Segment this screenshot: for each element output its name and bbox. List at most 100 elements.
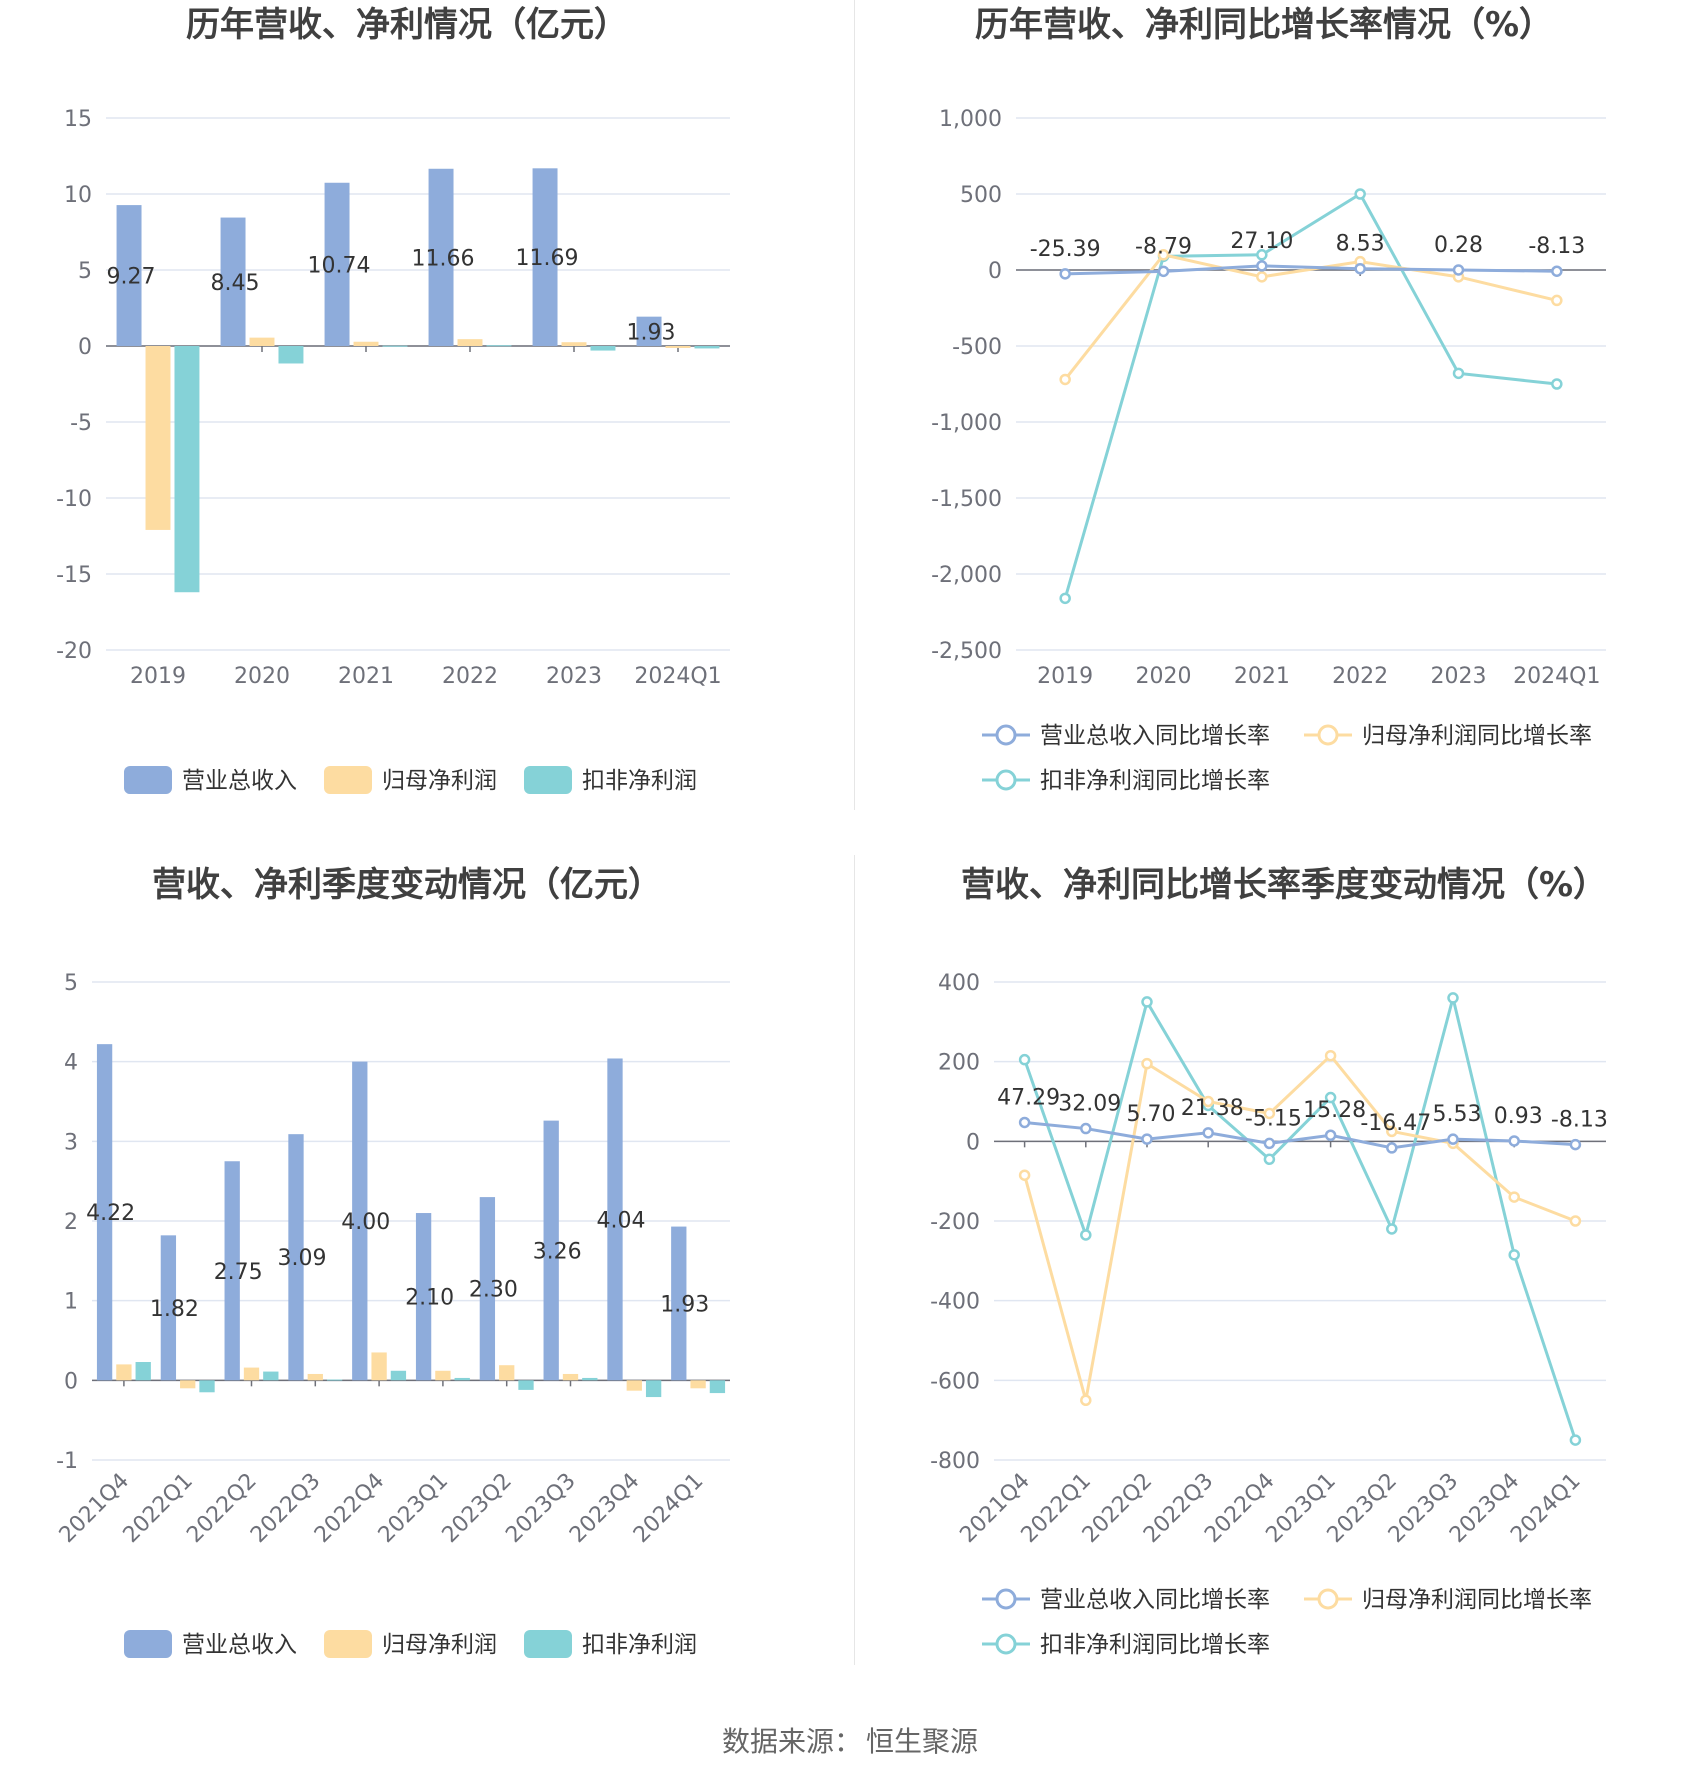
series-line-归母净利润同比增长率 xyxy=(1023,1053,1576,1401)
data-label: 9.27 xyxy=(107,265,156,290)
legend-swatch xyxy=(524,1630,572,1658)
y-tick-label: 3 xyxy=(64,1130,78,1155)
data-label: -8.79 xyxy=(1135,234,1192,259)
legend-marker xyxy=(1317,724,1339,746)
data-point-营业总收入同比增长率 xyxy=(1551,265,1563,277)
x-tick-label: 2024Q1 xyxy=(1513,664,1600,689)
x-tick-label: 2021 xyxy=(1234,664,1290,689)
data-point-扣非净利润同比增长率 xyxy=(1447,992,1459,1004)
y-tick-label: 0 xyxy=(966,1130,980,1155)
data-label: 32.09 xyxy=(1058,1092,1121,1117)
data-label: -16.47 xyxy=(1360,1111,1431,1136)
x-tick-label: 2024Q1 xyxy=(634,664,721,689)
legend-label: 归母净利润 xyxy=(382,768,497,794)
series-line-营业总收入同比增长率 xyxy=(1065,264,1557,276)
bar-营业总收入 xyxy=(352,1061,368,1381)
bar-扣非净利润 xyxy=(135,1362,151,1381)
legend-label: 营业总收入同比增长率 xyxy=(1040,1587,1270,1613)
x-tick-label: 2023 xyxy=(546,664,602,689)
chart-quarterly-revenue-profit: 营收、净利季度变动情况（亿元） 5 4 3 2 1 0 -1 2021Q4 2022Q1 2022Q… xyxy=(0,860,854,1690)
chart-annual-growth-rate-svg: 历年营收、净利同比增长率情况（%） 1,000 500 0 -500 -1,000 -1,5… xyxy=(931,5,1606,794)
bar-归母净利润 xyxy=(249,337,275,346)
legend-marker xyxy=(995,769,1017,791)
chart-title: 历年营收、净利同比增长率情况（%） xyxy=(975,5,1553,45)
bar-扣非净利润 xyxy=(582,1377,598,1381)
data-point-扣非净利润同比增长率 xyxy=(1141,996,1153,1008)
data-point-扣非净利润同比增长率 xyxy=(1508,1249,1520,1261)
bar-归母净利润 xyxy=(690,1380,706,1389)
data-point-扣非净利润同比增长率 xyxy=(1354,188,1366,200)
legend-swatch xyxy=(524,766,572,794)
x-tick-label: 2019 xyxy=(130,664,186,689)
series-line-扣非净利润同比增长率 xyxy=(1063,191,1557,599)
bar-归母净利润 xyxy=(353,341,379,346)
bar-归母净利润 xyxy=(243,1367,260,1381)
bar-归母净利润 xyxy=(457,339,483,346)
y-tick-label: 0 xyxy=(988,259,1002,284)
data-point-归母净利润同比增长率 xyxy=(1018,1169,1031,1181)
data-label: 47.29 xyxy=(997,1085,1060,1110)
data-label: 3.09 xyxy=(277,1246,326,1271)
bar-扣非净利润 xyxy=(709,1380,726,1394)
legend-marker xyxy=(995,724,1017,746)
data-label: 21.38 xyxy=(1181,1096,1244,1121)
y-tick-label: 15 xyxy=(64,107,92,132)
chart-quarterly-growth-rate-svg: 营收、净利同比增长率季度变动情况（%） 400 200 0 -200 -400 -600 -8… xyxy=(930,865,1608,1658)
data-point-营业总收入同比增长率 xyxy=(1354,262,1366,275)
data-point-归母净利润同比增长率 xyxy=(1202,1095,1214,1108)
x-tick-label: 2024Q1 xyxy=(629,1469,708,1548)
data-point-扣非净利润同比增长率 xyxy=(1551,378,1563,390)
x-tick-label: 2023 xyxy=(1431,664,1487,689)
data-point-营业总收入同比增长率 xyxy=(1452,264,1465,276)
data-label: 2.30 xyxy=(469,1278,518,1303)
legend-marker xyxy=(995,1633,1017,1655)
x-tick-label: 2023Q3 xyxy=(501,1469,580,1548)
data-label: 1.82 xyxy=(150,1297,199,1322)
data-label: 5.53 xyxy=(1433,1102,1482,1127)
legend-label: 归母净利润同比增长率 xyxy=(1362,723,1592,749)
data-label: 4.00 xyxy=(341,1210,390,1235)
data-label: 5.70 xyxy=(1127,1102,1176,1127)
legend-label: 营业总收入 xyxy=(182,1632,297,1658)
x-tick-label: 2022 xyxy=(1332,664,1388,689)
data-point-归母净利润同比增长率 xyxy=(1508,1191,1520,1203)
data-label: 1.93 xyxy=(660,1292,709,1317)
legend-marker xyxy=(1317,1588,1339,1610)
data-label: -8.13 xyxy=(1528,234,1585,259)
bar-扣非净利润 xyxy=(645,1380,662,1398)
y-tick-label: 400 xyxy=(938,971,980,996)
data-label: -8.13 xyxy=(1551,1108,1608,1133)
data-point-营业总收入同比增长率 xyxy=(1141,1133,1153,1145)
data-point-营业总收入同比增长率 xyxy=(1508,1135,1520,1147)
bar-扣非净利润 xyxy=(263,1371,279,1381)
data-point-营业总收入同比增长率 xyxy=(1263,1137,1276,1150)
y-tick-label: 500 xyxy=(960,183,1002,208)
bar-营业总收入 xyxy=(288,1134,304,1381)
data-point-扣非净利润同比增长率 xyxy=(1452,367,1465,380)
bar-扣非净利润 xyxy=(278,346,304,364)
bar-扣非净利润 xyxy=(454,1377,470,1381)
y-tick-label: -200 xyxy=(930,1210,980,1235)
data-point-归母净利润同比增长率 xyxy=(1324,1049,1337,1062)
data-point-归母净利润同比增长率 xyxy=(1080,1394,1092,1406)
y-tick-label: -1,000 xyxy=(931,411,1002,436)
data-point-营业总收入同比增长率 xyxy=(1080,1122,1092,1135)
vertical-divider-top xyxy=(854,0,855,810)
bar-归母净利润 xyxy=(371,1352,387,1381)
legend-marker xyxy=(995,1588,1017,1610)
data-source-footer: 数据来源： 恒生聚源 xyxy=(0,1720,1700,1760)
data-point-归母净利润同比增长率 xyxy=(1386,1125,1398,1138)
data-label: 15.28 xyxy=(1303,1098,1366,1123)
bar-归母净利润 xyxy=(116,1364,132,1381)
data-label: 8.45 xyxy=(211,271,260,296)
data-source-name: 恒生聚源 xyxy=(866,1725,979,1758)
x-tick-label: 2022Q1 xyxy=(119,1469,198,1548)
bar-归母净利润 xyxy=(626,1380,642,1391)
bar-归母净利润 xyxy=(561,342,587,346)
bar-营业总收入 xyxy=(479,1197,496,1381)
y-tick-label: -800 xyxy=(930,1449,980,1474)
bar-营业总收入 xyxy=(532,168,558,346)
legend-swatch xyxy=(324,1630,372,1658)
data-point-营业总收入同比增长率 xyxy=(1447,1133,1459,1145)
legend-label: 营业总收入 xyxy=(182,768,297,794)
